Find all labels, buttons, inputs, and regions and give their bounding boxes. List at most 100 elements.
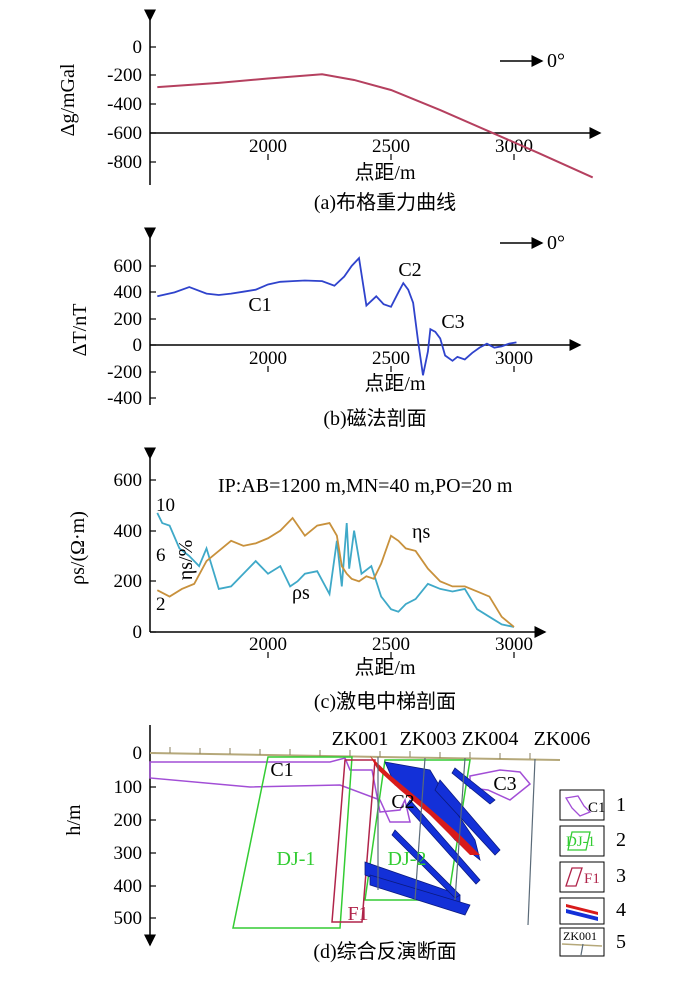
panel-d-y-tick-label: 400 [114, 876, 143, 897]
legend-num-3: 3 [616, 865, 626, 887]
eta-axis-label: ηs/% [175, 540, 197, 580]
legend-symbol-ground [561, 943, 603, 947]
panel-c-y-label: ρs/(Ω·m) [67, 511, 89, 585]
panel-c-y-tick-label: 600 [114, 470, 143, 491]
panel-a-x-tick-label: 2000 [249, 136, 287, 157]
panel-d-y-tick-label: 500 [114, 908, 143, 929]
borehole-label-zk006: ZK006 [534, 728, 591, 750]
c1-body-outline [149, 757, 411, 823]
legend-box-3 [559, 861, 605, 893]
borehole-zk003 [414, 757, 426, 901]
ore-bodies-red [370, 756, 480, 855]
panel-b-caption: (b)磁法剖面 [323, 407, 426, 430]
body-label-dj2: DJ-2 [388, 848, 427, 870]
body-label-c2: C2 [391, 791, 414, 813]
rho-series-label: ρs [292, 582, 310, 604]
fault-f1-outline [331, 759, 376, 923]
panel-a: 0 -200 -400 -600 -800 2000 2500 3000 Δg/mGal 点… [57, 9, 602, 214]
panel-b-annotation-c2: C2 [398, 259, 421, 281]
panel-d-y-ticks: 0 100 200 300 400 500 [114, 743, 156, 929]
legend-text-2: DJ-1 [566, 834, 595, 850]
panel-b-x-tick-label: 2000 [249, 348, 287, 369]
eta-series-label: ηs [412, 521, 430, 543]
panel-b-y-tick-label: 400 [114, 282, 143, 303]
ground-ticks [169, 747, 531, 759]
panel-c-y-ticks: 0 200 400 600 [114, 470, 156, 643]
eta-tick-10: 10 [156, 495, 175, 516]
legend-num-4: 4 [616, 899, 626, 921]
panel-a-y-tick-label: 0 [133, 37, 143, 58]
panel-a-x-tick-label: 3000 [495, 136, 533, 157]
borehole-zk004 [454, 757, 466, 901]
panel-b-x-tick-label: 2500 [372, 348, 410, 369]
panel-a-x-ticks: 2000 2500 3000 [249, 136, 533, 160]
panel-b-y-tick-label: 200 [114, 309, 143, 330]
borehole-label-zk003: ZK003 [400, 728, 457, 750]
borehole-zk006 [527, 758, 536, 926]
panel-c-y-tick-label: 400 [114, 521, 143, 542]
legend-text-1: C1 [588, 800, 606, 816]
panel-b-y-ticks: 600 400 200 0 -200 -400 [107, 256, 156, 409]
legend-text-3: F1 [584, 871, 600, 887]
legend-symbol-ore-blue [566, 909, 598, 921]
legend-text-5: ZK001 [563, 929, 597, 943]
legend-symbol-ore-red [566, 904, 598, 915]
legend: C1 1 DJ-1 2 F1 3 4 ZK001 5 [559, 789, 626, 957]
body-label-c1: C1 [270, 759, 293, 781]
borehole-label-zk004: ZK004 [462, 728, 519, 750]
panel-d-caption: (d)综合反演断面 [313, 940, 456, 963]
dj1-outline [232, 756, 353, 929]
panel-d-y-tick-label: 0 [133, 743, 143, 764]
panel-c-x-tick-label: 2500 [372, 634, 410, 655]
panel-b-annotation-c3: C3 [441, 311, 464, 333]
panel-b-annotation-c1: C1 [248, 294, 271, 316]
panel-c-y-tick-label: 0 [133, 622, 143, 643]
panel-b-y-label: ΔT/nT [69, 304, 91, 357]
gravity-curve [157, 73, 594, 179]
panel-c: 0 200 400 600 2000 2500 3000 ρs/(Ω·m) 点距/m (c… [67, 447, 547, 713]
panel-c-x-tick-label: 2000 [249, 634, 287, 655]
panel-a-y-tick-label: -800 [107, 152, 142, 173]
legend-symbol-borehole [580, 943, 584, 956]
ground-surface [149, 752, 561, 761]
panel-c-x-ticks: 2000 2500 3000 [249, 634, 533, 658]
panel-d-y-label: h/m [63, 804, 85, 836]
body-label-dj1: DJ-1 [277, 848, 316, 870]
panel-a-caption: (a)布格重力曲线 [314, 191, 456, 214]
panel-c-x-tick-label: 3000 [495, 634, 533, 655]
panel-b-y-tick-label: -200 [107, 362, 142, 383]
panel-c-y-tick-label: 200 [114, 571, 143, 592]
legend-symbol-dj [567, 831, 591, 851]
eta-curve [156, 516, 515, 628]
panel-a-y-ticks: 0 -200 -400 -600 -800 [107, 37, 156, 173]
eta-tick-2: 2 [156, 594, 166, 615]
legend-symbol-c [564, 795, 592, 817]
legend-num-1: 1 [616, 794, 626, 816]
panel-b-x-label: 点距/m [364, 372, 426, 395]
panel-a-y-tick-label: -200 [107, 65, 142, 86]
legend-symbol-fault [565, 867, 583, 887]
body-label-c3: C3 [493, 773, 516, 795]
magnetic-curve [157, 256, 517, 376]
legend-box-2 [559, 825, 605, 857]
eta-tick-6: 6 [156, 545, 166, 566]
legend-num-2: 2 [616, 829, 626, 851]
panel-b-north-label: 0° [547, 232, 565, 254]
panel-b-x-ticks: 2000 2500 3000 [249, 348, 533, 372]
panel-d-y-tick-label: 300 [114, 843, 143, 864]
panel-a-x-tick-label: 2500 [372, 136, 410, 157]
panel-b-y-tick-label: 600 [114, 256, 143, 277]
panel-b-y-tick-label: 0 [133, 335, 143, 356]
panel-a-y-label: Δg/mGal [57, 63, 79, 136]
ore-bodies [364, 761, 501, 916]
panel-b-y-tick-label: -400 [107, 388, 142, 409]
panel-a-y-tick-label: -400 [107, 94, 142, 115]
borehole-label-zk001: ZK001 [332, 728, 389, 750]
legend-box-5 [559, 927, 605, 957]
panel-d-y-tick-label: 100 [114, 777, 143, 798]
panel-c-x-label: 点距/m [354, 656, 416, 679]
panel-a-north-label: 0° [547, 50, 565, 72]
panel-a-y-tick-label: -600 [107, 123, 142, 144]
